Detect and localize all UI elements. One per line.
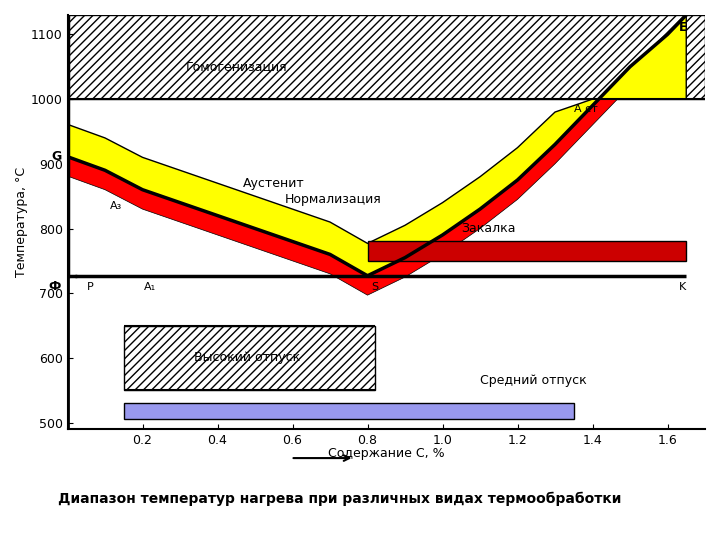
Text: Закалка: Закалка [462,222,516,235]
Bar [68,15,705,99]
Text: S: S [372,281,379,292]
Text: Диапазон температур нагрева при различных видах термообработки: Диапазон температур нагрева при различны… [58,491,621,506]
Text: A₁: A₁ [144,281,156,292]
Bar [68,15,705,99]
Text: Нормализация: Нормализация [285,193,382,206]
Text: K: K [679,281,686,292]
Y-axis label: Температура, °С: Температура, °С [15,167,28,277]
Text: Аустенит: Аустенит [243,177,305,190]
Bar [124,403,574,420]
Text: G: G [51,150,61,163]
Text: P: P [86,281,94,292]
Text: Средний отпуск: Средний отпуск [480,374,587,387]
Bar [367,241,686,261]
Polygon shape [68,15,686,276]
X-axis label: Содержание С, %: Содержание С, % [328,447,444,460]
Text: A₃: A₃ [110,201,122,211]
Text: E: E [679,22,688,35]
Text: Гомогенизация: Гомогенизация [186,60,287,73]
Text: Ф: Ф [49,280,61,293]
Bar [124,326,375,390]
Text: A ст: A ст [574,104,598,114]
Text: Высокий отпуск: Высокий отпуск [194,352,301,365]
Polygon shape [68,15,686,295]
